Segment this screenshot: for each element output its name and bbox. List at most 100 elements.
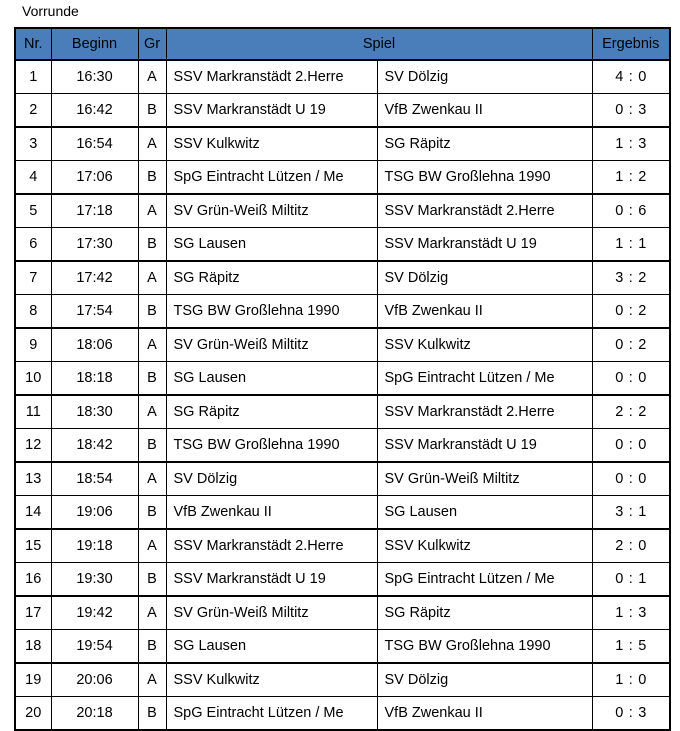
score-away: 0: [638, 672, 647, 688]
score-away: 0: [638, 471, 647, 487]
cell-result: 3:2: [591, 260, 671, 295]
cell-home-team: SSV Markranstädt 2.Herre: [165, 528, 378, 563]
score-away: 1: [638, 571, 647, 587]
score-separator: :: [628, 337, 633, 353]
cell-home-team: SpG Eintracht Lützen / Me: [165, 160, 378, 195]
cell-group: A: [137, 59, 167, 94]
cell-kickoff-time: 16:42: [50, 93, 139, 128]
cell-group: A: [137, 327, 167, 362]
score-away: 2: [638, 303, 647, 319]
cell-match-number: 13: [14, 461, 52, 496]
cell-away-team: SSV Markranstädt U 19: [376, 428, 593, 463]
score-home: 3: [615, 270, 624, 286]
score-separator: :: [628, 471, 633, 487]
cell-home-team: SSV Markranstädt U 19: [165, 562, 378, 597]
cell-result: 1:3: [591, 595, 671, 630]
cell-kickoff-time: 19:54: [50, 629, 139, 664]
cell-result: 0:3: [591, 93, 671, 128]
score-away: 3: [638, 136, 647, 152]
cell-kickoff-time: 18:06: [50, 327, 139, 362]
column-header-spiel: Spiel: [165, 27, 593, 61]
column-header-nr: Nr.: [14, 27, 52, 61]
cell-match-number: 4: [14, 160, 52, 195]
score-home: 1: [615, 672, 624, 688]
score-away: 0: [638, 437, 647, 453]
cell-group: A: [137, 193, 167, 228]
score: 0:1: [615, 571, 647, 587]
cell-result: 0:0: [591, 461, 671, 496]
cell-away-team: SV Dölzig: [376, 260, 593, 295]
cell-away-team: SpG Eintracht Lützen / Me: [376, 361, 593, 396]
cell-match-number: 5: [14, 193, 52, 228]
score: 3:1: [615, 504, 647, 520]
score-away: 2: [638, 337, 647, 353]
cell-home-team: VfB Zwenkau II: [165, 495, 378, 530]
score-separator: :: [628, 303, 633, 319]
score-separator: :: [628, 571, 633, 587]
score-home: 1: [615, 169, 624, 185]
cell-match-number: 19: [14, 662, 52, 697]
cell-away-team: VfB Zwenkau II: [376, 696, 593, 730]
score-separator: :: [628, 102, 633, 118]
cell-group: A: [137, 126, 167, 161]
score-away: 1: [638, 504, 647, 520]
score-home: 2: [615, 538, 624, 554]
cell-result: 0:6: [591, 193, 671, 228]
cell-home-team: SG Lausen: [165, 361, 378, 396]
table-row: 17 19:42 A SV Grün-Weiß Miltitz SG Räpitz 1:3: [14, 595, 671, 630]
cell-group: A: [137, 595, 167, 630]
score-separator: :: [628, 236, 633, 252]
cell-home-team: SV Dölzig: [165, 461, 378, 496]
cell-result: 0:1: [591, 562, 671, 597]
score-home: 0: [615, 203, 624, 219]
score-away: 2: [638, 404, 647, 420]
cell-kickoff-time: 19:18: [50, 528, 139, 563]
cell-home-team: SSV Markranstädt 2.Herre: [165, 59, 378, 94]
cell-home-team: SG Räpitz: [165, 260, 378, 295]
score-away: 0: [638, 538, 647, 554]
score: 3:2: [615, 270, 647, 286]
cell-result: 0:3: [591, 696, 671, 730]
table-row: 6 17:30 B SG Lausen SSV Markranstädt U 19 1:1: [14, 227, 671, 262]
cell-away-team: VfB Zwenkau II: [376, 294, 593, 329]
cell-away-team: SSV Markranstädt 2.Herre: [376, 193, 593, 228]
table-row: 7 17:42 A SG Räpitz SV Dölzig 3:2: [14, 260, 671, 295]
cell-result: 1:5: [591, 629, 671, 664]
cell-group: B: [137, 428, 167, 463]
page-title: Vorrunde: [22, 3, 79, 19]
table-row: 18 19:54 B SG Lausen TSG BW Großlehna 1990 1:…: [14, 629, 671, 664]
score-away: 1: [638, 236, 647, 252]
cell-home-team: TSG BW Großlehna 1990: [165, 294, 378, 329]
cell-kickoff-time: 17:30: [50, 227, 139, 262]
cell-home-team: SSV Kulkwitz: [165, 662, 378, 697]
cell-match-number: 7: [14, 260, 52, 295]
cell-result: 3:1: [591, 495, 671, 530]
table-row: 11 18:30 A SG Räpitz SSV Markranstädt 2.Herr…: [14, 394, 671, 429]
table-row: 1 16:30 A SSV Markranstädt 2.Herre SV Dölzig…: [14, 59, 671, 94]
table-row: 16 19:30 B SSV Markranstädt U 19 SpG Eintrac…: [14, 562, 671, 597]
score: 2:2: [615, 404, 647, 420]
cell-group: B: [137, 227, 167, 262]
score-home: 0: [615, 370, 624, 386]
score: 0:3: [615, 102, 647, 118]
cell-group: B: [137, 93, 167, 128]
cell-match-number: 3: [14, 126, 52, 161]
cell-group: A: [137, 394, 167, 429]
cell-away-team: SV Dölzig: [376, 662, 593, 697]
score: 0:0: [615, 471, 647, 487]
cell-result: 1:1: [591, 227, 671, 262]
score-home: 0: [615, 337, 624, 353]
cell-away-team: SG Räpitz: [376, 595, 593, 630]
score-away: 2: [638, 169, 647, 185]
cell-away-team: VfB Zwenkau II: [376, 93, 593, 128]
cell-home-team: SG Lausen: [165, 227, 378, 262]
cell-match-number: 1: [14, 59, 52, 94]
cell-away-team: SSV Kulkwitz: [376, 327, 593, 362]
score: 1:3: [615, 136, 647, 152]
cell-away-team: SG Lausen: [376, 495, 593, 530]
schedule-page: Vorrunde Nr. Beginn Gr Spiel Ergebnis: [14, 3, 671, 731]
cell-group: A: [137, 662, 167, 697]
table-row: 2 16:42 B SSV Markranstädt U 19 VfB Zwenkau …: [14, 93, 671, 128]
score-home: 0: [615, 102, 624, 118]
cell-away-team: SSV Kulkwitz: [376, 528, 593, 563]
